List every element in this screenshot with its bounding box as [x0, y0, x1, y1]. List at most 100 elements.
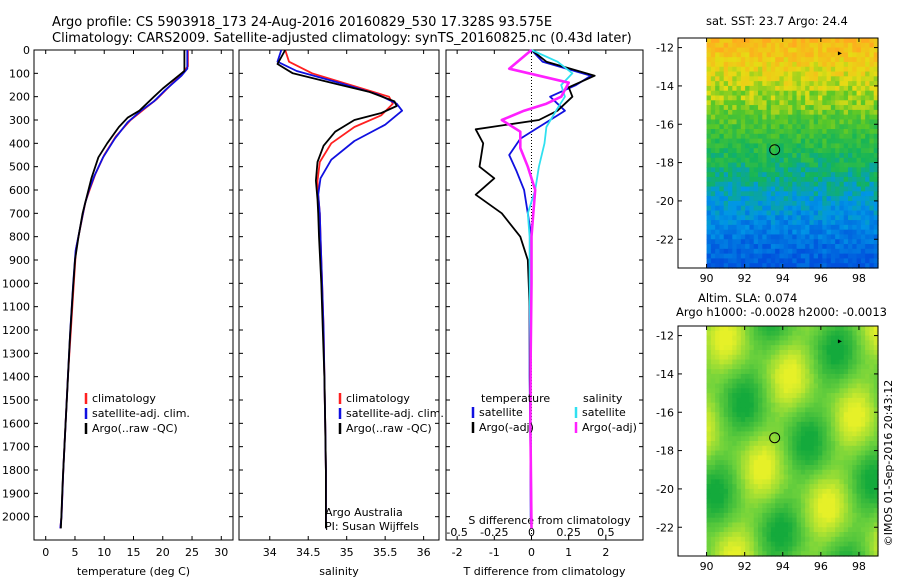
- sst-map-cell: [710, 76, 716, 82]
- sla-map-cell: [723, 445, 729, 452]
- sla-map-cell: [809, 326, 815, 332]
- sst-map-cell: [770, 42, 776, 49]
- sla-map-cell: [852, 493, 858, 500]
- sla-map-cell: [728, 364, 733, 370]
- sst-map-cell: [792, 205, 798, 212]
- sst-map-cell: [818, 176, 823, 183]
- sst-map-cell: [740, 138, 746, 145]
- sla-map-cell: [753, 551, 759, 557]
- sla-map-cell: [762, 512, 768, 519]
- sst-map-cell: [736, 224, 742, 231]
- sst-map-cell: [783, 239, 789, 245]
- sst-map-cell: [762, 85, 768, 92]
- sst-map-cell: [732, 215, 738, 221]
- sst-map-cell: [736, 200, 742, 207]
- sla-map-cell: [796, 412, 802, 418]
- sla-map-cell: [796, 527, 802, 533]
- sla-map-cell: [873, 512, 879, 519]
- sla-map-cell: [753, 450, 759, 456]
- sst-map-cell: [758, 85, 763, 92]
- sla-map-cell: [728, 373, 733, 380]
- sla-map-cell: [728, 532, 733, 538]
- sst-map-cell: [865, 119, 871, 125]
- sla-map-cell: [830, 349, 836, 356]
- sst-map-cell: [860, 186, 866, 192]
- sst-map-cell: [740, 114, 746, 121]
- sst-map-cell: [745, 196, 751, 202]
- sst-map-cell: [835, 196, 841, 202]
- sst-map-cell: [809, 263, 815, 269]
- sla-map-cell: [826, 421, 832, 428]
- sst-map-cell: [865, 148, 871, 154]
- sla-map-cell: [839, 407, 845, 413]
- sst-map-cell: [800, 224, 806, 231]
- sst-map-cell: [835, 220, 841, 226]
- sst-map-cell: [818, 71, 823, 77]
- sla-map-cell: [843, 426, 849, 433]
- sst-map-cell: [852, 220, 858, 226]
- sla-map-cell: [775, 445, 781, 452]
- sst-map-cell: [758, 76, 763, 82]
- sst-map-cell: [779, 129, 785, 135]
- sst-map-x-tick-label: 90: [700, 272, 714, 285]
- sst-map-cell: [830, 85, 836, 92]
- sst-map-y-tick-label: -16: [656, 118, 674, 131]
- sla-map-cell: [796, 426, 802, 433]
- sla-map-cell: [856, 359, 862, 365]
- sla-map-cell: [719, 388, 725, 394]
- sla-map-cell: [749, 335, 755, 341]
- sla-map-cell: [775, 512, 781, 519]
- sst-map-cell: [835, 181, 841, 188]
- sst-map-cell: [822, 105, 828, 111]
- sst-map-cell: [826, 157, 832, 164]
- sst-map-cell: [762, 172, 768, 178]
- sst-map-cell: [792, 258, 798, 264]
- sla-map-cell: [749, 412, 755, 418]
- sla-map-cell: [779, 460, 785, 466]
- sla-map-cell: [835, 464, 841, 471]
- sst-map-cell: [715, 105, 721, 111]
- sst-map-cell: [715, 71, 721, 77]
- sst-map-cell: [775, 176, 781, 183]
- sst-map-cell: [792, 90, 798, 97]
- sst-map-cell: [860, 263, 866, 269]
- sla-map-cell: [715, 488, 721, 495]
- sst-map-cell: [753, 47, 759, 53]
- sla-map-cell: [818, 436, 823, 442]
- sla-map-cell: [809, 383, 815, 389]
- sla-map-cell: [766, 383, 772, 389]
- sla-map-cell: [732, 436, 738, 442]
- sst-map-cell: [779, 105, 785, 111]
- sla-map-cell: [715, 541, 721, 548]
- sla-map-cell: [732, 402, 738, 409]
- sla-map-cell: [762, 373, 768, 380]
- sst-map-cell: [788, 105, 793, 111]
- sla-map-cell: [813, 373, 819, 380]
- sst-map-cell: [770, 148, 776, 154]
- sla-map-cell: [723, 373, 729, 380]
- sla-map-cell: [818, 455, 823, 461]
- sla-map-cell: [783, 393, 789, 399]
- sst-map-cell: [830, 196, 836, 202]
- sst-map-cell: [710, 52, 716, 58]
- sst-map-cells: [706, 38, 879, 269]
- sst-map-cell: [766, 200, 772, 207]
- sst-map-cell: [758, 263, 763, 269]
- sla-map-cell: [860, 369, 866, 375]
- sla-map-cell: [822, 393, 828, 399]
- sla-map-cell: [796, 532, 802, 538]
- sst-map-cell: [788, 234, 793, 240]
- sla-map-cell: [740, 551, 746, 557]
- sst-map-cell: [770, 172, 776, 178]
- sla-map-cell: [809, 503, 815, 509]
- sla-map-cell: [809, 340, 815, 346]
- sla-map-cell: [779, 436, 785, 442]
- sst-map-cell: [809, 153, 815, 159]
- sla-map-cell: [770, 369, 776, 375]
- sst-map-cell: [788, 239, 793, 245]
- sla-map-cell: [732, 493, 738, 500]
- sst-map-cell: [800, 47, 806, 53]
- sst-map-cell: [856, 61, 862, 68]
- sst-map-cell: [839, 244, 845, 250]
- sla-map-cell: [723, 508, 729, 514]
